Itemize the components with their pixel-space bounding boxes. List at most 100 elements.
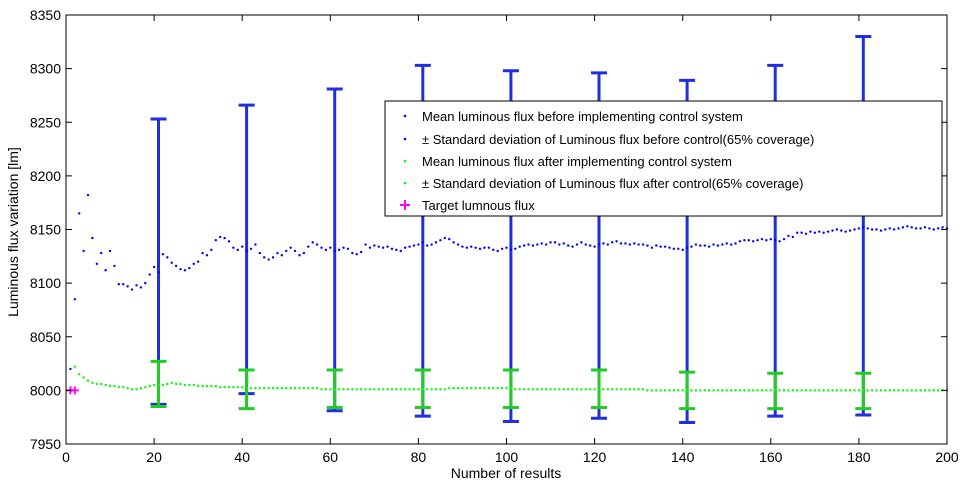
before-mean-point [298,254,301,257]
before-mean-point [439,239,442,242]
after-mean-point [249,387,253,390]
before-mean-point [725,242,728,245]
after-mean-point [285,387,288,390]
before-mean-point [324,248,328,252]
before-mean-point [818,230,821,233]
after-mean-point [196,384,200,388]
before-mean-point [826,230,830,233]
before-mean-point [544,243,548,246]
after-mean-point [448,387,451,390]
before-mean-point [166,256,169,259]
before-mean-point [778,240,781,243]
before-mean-point [549,241,552,244]
before-mean-point [897,227,900,230]
errorbar-before [855,34,872,417]
after-mean-point [800,389,803,392]
after-mean-point [615,388,618,391]
after-mean-point [566,388,570,391]
after-mean-point [465,387,469,390]
after-mean-point [681,389,684,392]
after-mean-point [461,387,464,390]
x-tick-label: 40 [234,449,250,465]
before-mean-point [659,245,662,248]
before-mean-point [271,256,275,259]
after-mean-point [888,389,891,392]
after-mean-point [108,384,112,388]
after-mean-point [258,387,262,390]
after-mean-point [130,388,134,391]
before-mean-point [426,244,429,247]
before-mean-point [663,245,667,248]
after-mean-point [408,388,411,391]
after-mean-point [694,389,698,392]
after-mean-point [117,385,121,389]
before-mean-point [919,227,922,230]
after-mean-point [390,388,394,391]
before-mean-point [650,246,654,249]
after-mean-point [500,387,504,390]
before-mean-point [637,243,640,246]
after-mean-point [245,387,248,390]
before-mean-point [558,243,561,246]
before-mean-point [135,284,138,287]
before-mean-point [514,247,517,251]
before-mean-point [100,251,103,255]
before-mean-point [831,229,834,232]
before-mean-point [337,248,341,252]
before-mean-point [86,193,90,197]
after-mean-point [580,388,583,391]
after-mean-point [478,387,482,390]
before-mean-point [531,244,535,247]
before-mean-point [483,246,486,249]
after-mean-point [122,385,125,389]
before-mean-point [456,243,460,246]
before-mean-point [888,227,891,230]
before-mean-point [910,226,913,229]
after-mean-point [144,385,147,389]
after-mean-point [496,387,499,390]
after-mean-point [641,388,645,391]
before-mean-point [232,246,235,249]
legend-label-before-mean: Mean luminous flux before implementing c… [422,109,743,124]
before-mean-point [390,247,394,251]
after-mean-point [289,387,292,390]
after-mean-point [439,388,442,391]
before-mean-point [936,227,940,230]
before-mean-point [804,232,808,235]
after-mean-point [826,389,830,392]
before-mean-point [421,241,425,244]
after-mean-point [434,388,438,391]
before-mean-point [571,245,574,248]
after-mean-point [822,389,825,392]
before-mean-point [751,240,755,243]
after-mean-point [483,387,486,390]
after-mean-point [329,388,332,391]
y-tick-label: 8250 [30,114,61,130]
before-mean-point [351,251,354,255]
before-mean-point [734,242,737,245]
after-mean-point [377,388,380,391]
after-mean-point [668,389,671,392]
before-mean-point [377,245,380,248]
before-mean-point [685,246,689,249]
after-mean-point [650,389,654,392]
after-mean-point [170,381,173,385]
before-mean-point [218,235,222,239]
after-mean-point [342,388,345,391]
before-mean-point [500,247,504,251]
after-mean-point [628,388,632,391]
before-mean-point [584,243,587,246]
after-mean-point [796,389,799,392]
after-mean-point [659,389,662,392]
x-tick-label: 140 [671,449,695,465]
x-tick-label: 80 [411,449,427,465]
before-mean-point [602,242,605,245]
after-mean-point [734,389,737,392]
before-mean-point [760,237,764,241]
legend-marker-after-std [403,181,407,185]
before-mean-point [729,243,733,246]
before-mean-point [465,246,469,249]
x-tick-label: 180 [847,449,871,465]
after-mean-point [324,388,328,391]
before-mean-point [655,244,658,247]
